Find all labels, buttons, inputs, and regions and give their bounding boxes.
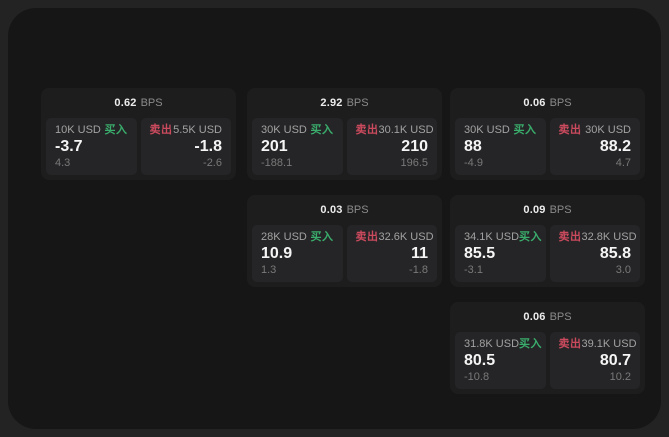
sell-price: 210 — [401, 138, 428, 155]
sell-delta: 4.7 — [615, 157, 631, 169]
sell-amount: 30.1K USD — [378, 124, 434, 136]
bps-unit-label: BPS — [346, 96, 369, 109]
buy-delta: 1.3 — [261, 264, 277, 276]
buy-label: 买入 — [519, 231, 543, 243]
buy-label: 买入 — [104, 124, 128, 136]
sell-tile[interactable]: 卖出 5.5K USD -1.8 -2.6 — [140, 118, 231, 175]
sell-tile[interactable]: 卖出 39.1K USD 80.7 10.2 — [549, 332, 640, 389]
buy-amount: 10K USD — [55, 124, 101, 136]
sell-amount: 32.8K USD — [581, 231, 637, 243]
buy-label: 买入 — [310, 124, 334, 136]
quote-card: 0.09 BPS 34.1K USD 买入 85.5 -3.1 卖出 32.8K… — [450, 195, 645, 287]
quote-card: 0.62 BPS 10K USD 买入 -3.7 4.3 卖出 5.5K USD… — [41, 88, 236, 180]
quote-card: 0.03 BPS 28K USD 买入 10.9 1.3 卖出 32.6K US… — [247, 195, 442, 287]
sell-label: 卖出 — [558, 124, 582, 136]
buy-delta: -10.8 — [464, 371, 490, 383]
sell-tile[interactable]: 卖出 30K USD 88.2 4.7 — [549, 118, 640, 175]
sell-price: 11 — [411, 245, 428, 262]
bps-unit-label: BPS — [346, 203, 369, 216]
buy-price: 201 — [261, 138, 288, 155]
buy-price: -3.7 — [55, 138, 83, 155]
bps-value: 0.03 — [320, 203, 343, 216]
bps-header: 0.03 BPS — [247, 195, 442, 225]
bps-header: 0.09 BPS — [450, 195, 645, 225]
sell-amount: 39.1K USD — [581, 338, 637, 350]
sell-amount: 30K USD — [585, 124, 631, 136]
sell-delta: 10.2 — [609, 371, 631, 383]
sell-delta: -1.8 — [409, 264, 428, 276]
buy-delta: -3.1 — [464, 264, 483, 276]
bps-value: 2.92 — [320, 96, 343, 109]
sell-price: 85.8 — [599, 245, 631, 262]
buy-amount: 30K USD — [464, 124, 510, 136]
buy-tile[interactable]: 31.8K USD 买入 80.5 -10.8 — [455, 332, 546, 389]
sell-delta: 3.0 — [615, 264, 631, 276]
buy-label: 买入 — [310, 231, 334, 243]
buy-price: 10.9 — [261, 245, 293, 262]
buy-tile[interactable]: 30K USD 买入 201 -188.1 — [252, 118, 343, 175]
buy-tile[interactable]: 34.1K USD 买入 85.5 -3.1 — [455, 225, 546, 282]
buy-delta: -4.9 — [464, 157, 483, 169]
sell-amount: 32.6K USD — [378, 231, 434, 243]
bps-value: 0.09 — [523, 203, 546, 216]
bps-value: 0.06 — [523, 96, 546, 109]
buy-delta: 4.3 — [55, 157, 71, 169]
sell-delta: 196.5 — [400, 157, 428, 169]
sell-tile[interactable]: 卖出 32.6K USD 11 -1.8 — [346, 225, 437, 282]
buy-amount: 28K USD — [261, 231, 307, 243]
quotes-panel: 0.62 BPS 10K USD 买入 -3.7 4.3 卖出 5.5K USD… — [8, 8, 661, 429]
sell-price: -1.8 — [194, 138, 222, 155]
buy-tile[interactable]: 10K USD 买入 -3.7 4.3 — [46, 118, 137, 175]
sell-label: 卖出 — [355, 124, 379, 136]
buy-price: 85.5 — [464, 245, 496, 262]
buy-price: 80.5 — [464, 352, 496, 369]
buy-amount: 31.8K USD — [464, 338, 520, 350]
buy-amount: 30K USD — [261, 124, 307, 136]
buy-price: 88 — [464, 138, 482, 155]
buy-amount: 34.1K USD — [464, 231, 520, 243]
quote-card: 2.92 BPS 30K USD 买入 201 -188.1 卖出 30.1K … — [247, 88, 442, 180]
bps-value: 0.06 — [523, 310, 546, 323]
buy-delta: -188.1 — [261, 157, 293, 169]
sell-label: 卖出 — [558, 231, 582, 243]
sell-amount: 5.5K USD — [173, 124, 222, 136]
buy-tile[interactable]: 28K USD 买入 10.9 1.3 — [252, 225, 343, 282]
quote-card: 0.06 BPS 31.8K USD 买入 80.5 -10.8 卖出 39.1… — [450, 302, 645, 394]
bps-value: 0.62 — [114, 96, 137, 109]
sell-price: 80.7 — [599, 352, 631, 369]
sell-label: 卖出 — [558, 338, 582, 350]
quote-card: 0.06 BPS 30K USD 买入 88 -4.9 卖出 30K USD 8… — [450, 88, 645, 180]
sell-tile[interactable]: 卖出 30.1K USD 210 196.5 — [346, 118, 437, 175]
bps-unit-label: BPS — [549, 203, 572, 216]
bps-header: 0.06 BPS — [450, 302, 645, 332]
sell-label: 卖出 — [355, 231, 379, 243]
sell-price: 88.2 — [599, 138, 631, 155]
bps-header: 0.62 BPS — [41, 88, 236, 118]
bps-header: 2.92 BPS — [247, 88, 442, 118]
buy-label: 买入 — [513, 124, 537, 136]
sell-delta: -2.6 — [203, 157, 222, 169]
bps-header: 0.06 BPS — [450, 88, 645, 118]
bps-unit-label: BPS — [140, 96, 163, 109]
bps-unit-label: BPS — [549, 96, 572, 109]
sell-label: 卖出 — [149, 124, 173, 136]
sell-tile[interactable]: 卖出 32.8K USD 85.8 3.0 — [549, 225, 640, 282]
buy-label: 买入 — [519, 338, 543, 350]
bps-unit-label: BPS — [549, 310, 572, 323]
buy-tile[interactable]: 30K USD 买入 88 -4.9 — [455, 118, 546, 175]
